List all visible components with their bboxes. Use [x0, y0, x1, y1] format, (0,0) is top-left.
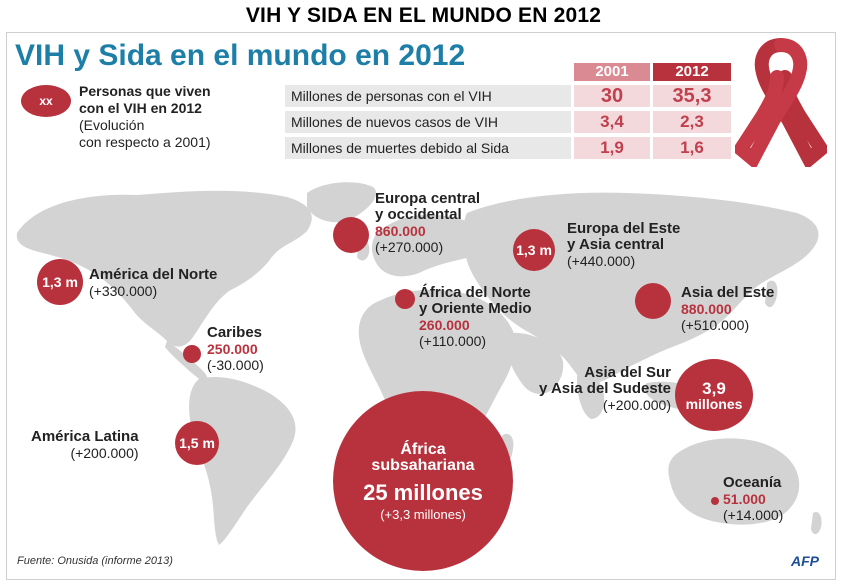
source-note: Fuente: Onusida (informe 2013)	[17, 555, 173, 567]
region-name: Europa del Este	[567, 220, 681, 237]
header-2012: 2012	[653, 63, 731, 81]
label-north-africa: África del Norte y Oriente Medio 260.000…	[419, 284, 532, 350]
row-label: Millones de personas con el VIH	[285, 85, 571, 107]
bubble-text: África	[400, 440, 446, 458]
infographic: VIH y Sida en el mundo en 2012 xx Person…	[6, 32, 836, 580]
bubble-value: 25 millones	[363, 479, 483, 505]
bubble-text: millones	[685, 395, 743, 412]
region-name: Caribes	[207, 324, 263, 341]
region-name: Europa central	[375, 190, 481, 207]
label-oceania: Oceanía 51.000 (+14.000)	[723, 474, 784, 524]
row-label: Millones de muertes debido al Sida	[285, 137, 571, 159]
legend-bubble-label: xx	[39, 94, 53, 108]
label-east-asia: Asia del Este 880.000 (+510.000)	[681, 284, 775, 334]
region-change: (+200.000)	[602, 397, 671, 413]
region-name: América Latina	[31, 428, 139, 445]
row-value-2012: 1,6	[653, 137, 731, 159]
row-value-2001: 30	[574, 85, 650, 107]
table-row: Millones de muertes debido al Sida 1,9 1…	[285, 137, 735, 159]
bubble-north-africa	[395, 289, 415, 309]
region-name: Asia del Este	[681, 284, 775, 301]
bubble-north-america: 1,3 m	[37, 259, 83, 305]
label-caribbean: Caribes 250.000 (-30.000)	[207, 324, 264, 374]
bubble-east-asia	[635, 283, 671, 319]
agency-logo: AFP	[791, 553, 819, 569]
bubble-south-asia: 3,9 millones	[675, 359, 753, 431]
region-name: y occidental	[375, 206, 462, 223]
region-name: Oceanía	[723, 474, 782, 491]
bubble-east-europe: 1,3 m	[513, 229, 555, 271]
label-west-europe: Europa central y occidental 860.000 (+27…	[375, 190, 481, 256]
region-name: África del Norte	[419, 284, 531, 301]
label-east-europe: Europa del Este y Asia central (+440.000…	[567, 220, 681, 270]
bubble-oceania	[711, 497, 719, 505]
region-name: América del Norte	[89, 266, 218, 283]
region-change: (-30.000)	[207, 357, 264, 373]
table-row: Millones de nuevos casos de VIH 3,4 2,3	[285, 111, 735, 133]
legend-text: Personas que viven con el VIH en 2012 (E…	[79, 83, 211, 151]
table-row: Millones de personas con el VIH 30 35,3	[285, 85, 735, 107]
region-change: (+270.000)	[375, 239, 444, 255]
region-value: 260.000	[419, 317, 470, 333]
bubble-west-europe	[333, 217, 369, 253]
bubble-change: (+3,3 millones)	[380, 506, 466, 522]
header-2001: 2001	[574, 63, 650, 81]
bubble-latin-america: 1,5 m	[175, 421, 219, 465]
label-latin-america: América Latina (+200.000)	[31, 428, 139, 462]
legend-line1: Personas que viven	[79, 83, 211, 99]
region-value: 51.000	[723, 491, 766, 507]
region-name: y Oriente Medio	[419, 300, 532, 317]
legend-bubble: xx	[21, 85, 71, 117]
region-name: y Asia del Sudeste	[539, 380, 671, 397]
bubble-caribbean	[183, 345, 201, 363]
region-change: (+14.000)	[723, 507, 784, 523]
region-name: Asia del Sur	[584, 364, 671, 381]
label-south-asia: Asia del Sur y Asia del Sudeste (+200.00…	[501, 364, 671, 414]
region-change: (+510.000)	[681, 317, 750, 333]
row-value-2012: 2,3	[653, 111, 731, 133]
row-value-2001: 1,9	[574, 137, 650, 159]
region-change: (+110.000)	[419, 333, 487, 349]
region-value: 880.000	[681, 301, 732, 317]
bubble-text: subsahariana	[371, 456, 475, 474]
row-value-2001: 3,4	[574, 111, 650, 133]
label-north-america: América del Norte (+330.000)	[89, 266, 218, 300]
bubble-text: 3,9	[702, 378, 726, 398]
legend-line2: con el VIH en 2012	[79, 100, 202, 116]
legend-line4: con respecto a 2001)	[79, 134, 211, 150]
infographic-title: VIH y Sida en el mundo en 2012	[15, 39, 466, 72]
row-value-2012: 35,3	[653, 85, 731, 107]
page-title: VIH Y SIDA EN EL MUNDO EN 2012	[245, 4, 602, 27]
legend-line3: (Evolución	[79, 117, 145, 133]
aids-ribbon-icon	[735, 38, 827, 167]
bubble-sub-saharan-africa: África subsahariana 25 millones (+3,3 mi…	[333, 391, 513, 571]
region-value: 250.000	[207, 341, 258, 357]
row-label: Millones de nuevos casos de VIH	[285, 111, 571, 133]
region-change: (+200.000)	[70, 445, 139, 461]
region-change: (+330.000)	[89, 283, 158, 299]
region-value: 860.000	[375, 223, 426, 239]
region-name: y Asia central	[567, 236, 664, 253]
region-change: (+440.000)	[567, 253, 636, 269]
